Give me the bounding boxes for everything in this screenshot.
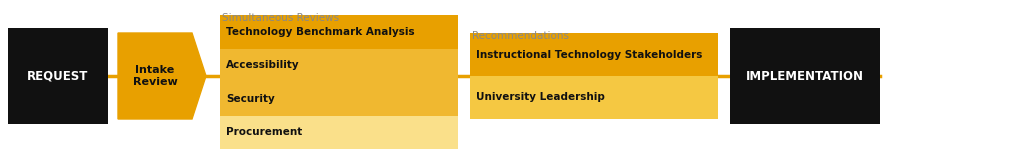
FancyBboxPatch shape: [220, 15, 458, 49]
Text: University Leadership: University Leadership: [476, 93, 605, 103]
Text: REQUEST: REQUEST: [28, 69, 89, 83]
Text: Technology Benchmark Analysis: Technology Benchmark Analysis: [226, 27, 415, 37]
FancyBboxPatch shape: [220, 49, 458, 82]
Text: Recommendations: Recommendations: [472, 31, 569, 41]
FancyBboxPatch shape: [220, 116, 458, 149]
FancyBboxPatch shape: [220, 82, 458, 116]
Text: IMPLEMENTATION: IMPLEMENTATION: [746, 69, 864, 83]
FancyBboxPatch shape: [8, 28, 108, 124]
Text: Instructional Technology Stakeholders: Instructional Technology Stakeholders: [476, 49, 702, 59]
FancyBboxPatch shape: [470, 76, 718, 119]
Text: Simultaneous Reviews: Simultaneous Reviews: [222, 13, 339, 23]
FancyBboxPatch shape: [470, 33, 718, 76]
Text: Accessibility: Accessibility: [226, 60, 300, 70]
Polygon shape: [118, 33, 206, 119]
Text: Security: Security: [226, 94, 274, 104]
Text: Procurement: Procurement: [226, 127, 302, 137]
Text: Intake
Review: Intake Review: [133, 65, 177, 87]
FancyBboxPatch shape: [730, 28, 880, 124]
